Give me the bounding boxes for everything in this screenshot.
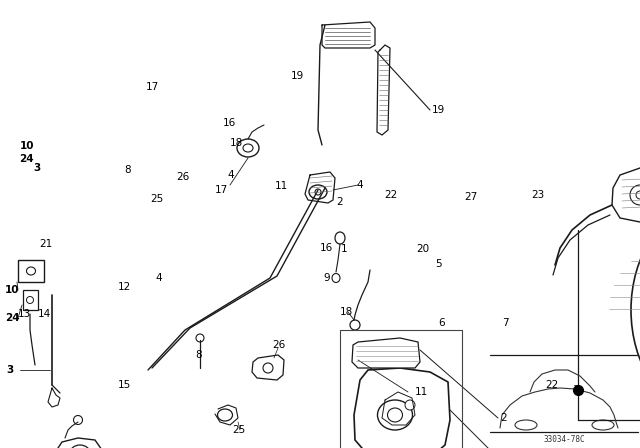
Ellipse shape [26,297,33,303]
Text: 25: 25 [150,194,163,204]
Text: 18: 18 [340,307,353,317]
Ellipse shape [515,420,537,430]
Ellipse shape [196,334,204,342]
Ellipse shape [26,267,35,275]
Text: 20: 20 [416,244,429,254]
Polygon shape [252,355,284,380]
Text: 19: 19 [432,105,445,115]
Ellipse shape [332,273,340,283]
Text: 16: 16 [223,118,236,128]
Text: 12: 12 [118,282,131,292]
Ellipse shape [263,363,273,373]
Ellipse shape [387,408,403,422]
Ellipse shape [309,185,327,199]
Text: 2: 2 [500,413,507,423]
Ellipse shape [405,400,415,410]
Text: 15: 15 [118,380,131,390]
Text: 13: 13 [18,309,31,319]
Ellipse shape [636,191,640,199]
Text: 1: 1 [341,244,348,254]
Text: 17: 17 [146,82,159,92]
Text: 23: 23 [531,190,544,200]
Polygon shape [612,168,640,222]
Ellipse shape [378,400,413,430]
Ellipse shape [237,139,259,157]
Text: 4: 4 [227,170,234,180]
Polygon shape [55,438,102,448]
Text: 11: 11 [415,387,428,397]
Bar [18,260,44,282]
Ellipse shape [70,445,90,448]
Text: 25: 25 [232,425,245,435]
Text: 24: 24 [20,154,34,164]
Text: 6: 6 [438,318,445,327]
Text: 3: 3 [6,365,13,375]
Text: 4: 4 [156,273,162,283]
Ellipse shape [631,210,640,410]
Text: 4: 4 [356,180,364,190]
Text: 26: 26 [272,340,285,350]
Ellipse shape [335,232,345,244]
Text: 33034-78C: 33034-78C [543,435,585,444]
Text: 8: 8 [125,165,131,175]
Text: 19: 19 [291,71,304,81]
Ellipse shape [74,415,83,425]
Ellipse shape [218,409,232,421]
Ellipse shape [350,320,360,330]
Text: 26: 26 [176,172,189,182]
Text: 16: 16 [320,243,333,253]
Ellipse shape [315,189,321,195]
Text: 21: 21 [40,239,52,249]
Text: 27: 27 [464,192,477,202]
Ellipse shape [592,420,614,430]
Text: 24: 24 [5,313,20,323]
Text: 9: 9 [323,273,330,283]
Polygon shape [352,338,420,368]
Ellipse shape [243,144,253,152]
Text: 10: 10 [20,141,34,151]
Text: 22: 22 [545,380,558,390]
Text: 11: 11 [275,181,288,191]
Text: 18: 18 [230,138,243,148]
Text: 17: 17 [215,185,228,195]
Ellipse shape [630,185,640,205]
Polygon shape [354,368,450,448]
Text: 2: 2 [336,197,342,207]
Text: 5: 5 [435,259,442,269]
Text: 14: 14 [38,309,51,319]
Text: 7: 7 [502,318,509,327]
Text: 10: 10 [5,285,19,295]
Bar [23,290,38,310]
Text: 22: 22 [384,190,397,200]
Text: 8: 8 [195,350,202,360]
Text: 3: 3 [33,163,41,173]
